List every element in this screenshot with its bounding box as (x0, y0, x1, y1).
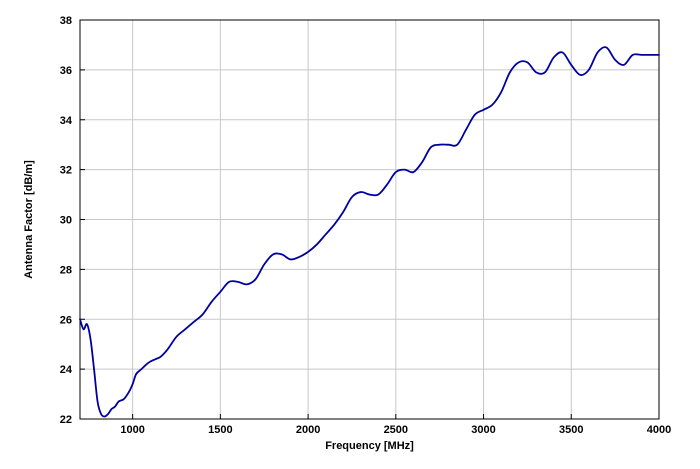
y-tick-label: 22 (60, 414, 72, 426)
y-tick-label: 34 (60, 115, 73, 127)
y-tick-label: 30 (60, 215, 72, 227)
tick-marks (80, 19, 660, 420)
x-tick-label: 2500 (384, 424, 408, 436)
x-tick-label: 2000 (296, 424, 320, 436)
y-tick-label: 38 (60, 15, 72, 27)
x-tick-label: 1500 (208, 424, 232, 436)
x-tick-label: 4000 (647, 424, 671, 436)
y-axis-label: Antenna Factor [dB/m] (23, 160, 35, 279)
y-tick-label: 36 (60, 65, 72, 77)
y-tick-label: 24 (60, 364, 73, 376)
grid (80, 20, 659, 419)
y-tick-label: 28 (60, 264, 72, 276)
x-tick-label: 3000 (471, 424, 495, 436)
x-tick-label: 3500 (559, 424, 583, 436)
series-line (79, 46, 660, 418)
x-tick-label: 1000 (120, 424, 144, 436)
y-tick-labels: 22 24 26 28 30 32 34 36 38 (60, 15, 73, 426)
y-tick-label: 26 (60, 314, 72, 326)
y-tick-label: 32 (60, 165, 72, 177)
x-tick-labels: 1000 1500 2000 2500 3000 3500 4000 (120, 424, 671, 436)
x-axis-label: Frequency [MHz] (325, 440, 414, 452)
